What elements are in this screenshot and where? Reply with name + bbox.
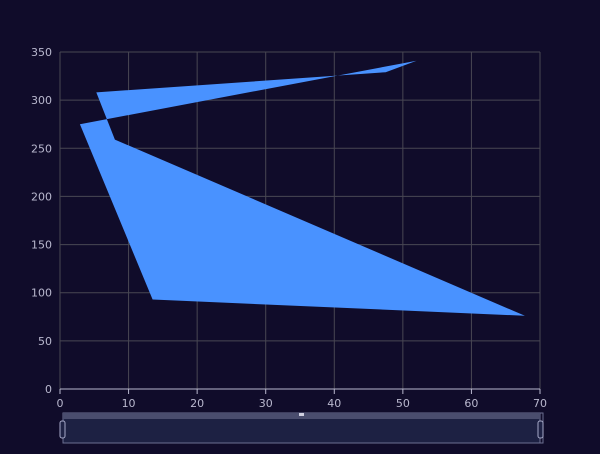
y-tick-label: 200 bbox=[31, 190, 52, 203]
zoom-handle-right[interactable] bbox=[538, 421, 543, 438]
x-tick-label: 40 bbox=[327, 397, 341, 410]
y-tick-label: 350 bbox=[31, 46, 52, 59]
y-tick-label: 150 bbox=[31, 239, 52, 252]
zoom-handle-left[interactable] bbox=[60, 421, 65, 438]
x-tick-label: 20 bbox=[190, 397, 204, 410]
series-layer bbox=[80, 61, 525, 316]
data-zoom-slider[interactable] bbox=[60, 413, 543, 443]
y-tick-label: 300 bbox=[31, 94, 52, 107]
x-tick-label: 30 bbox=[259, 397, 273, 410]
y-tick-label: 50 bbox=[38, 335, 52, 348]
x-tick-label: 70 bbox=[533, 397, 547, 410]
series-area bbox=[80, 61, 525, 316]
y-tick-label: 0 bbox=[45, 383, 52, 396]
grip-icon bbox=[299, 413, 304, 416]
y-tick-label: 250 bbox=[31, 142, 52, 155]
x-tick-label: 60 bbox=[464, 397, 478, 410]
y-tick-label: 100 bbox=[31, 287, 52, 300]
x-tick-label: 0 bbox=[57, 397, 64, 410]
x-tick-label: 10 bbox=[122, 397, 136, 410]
x-tick-label: 50 bbox=[396, 397, 410, 410]
